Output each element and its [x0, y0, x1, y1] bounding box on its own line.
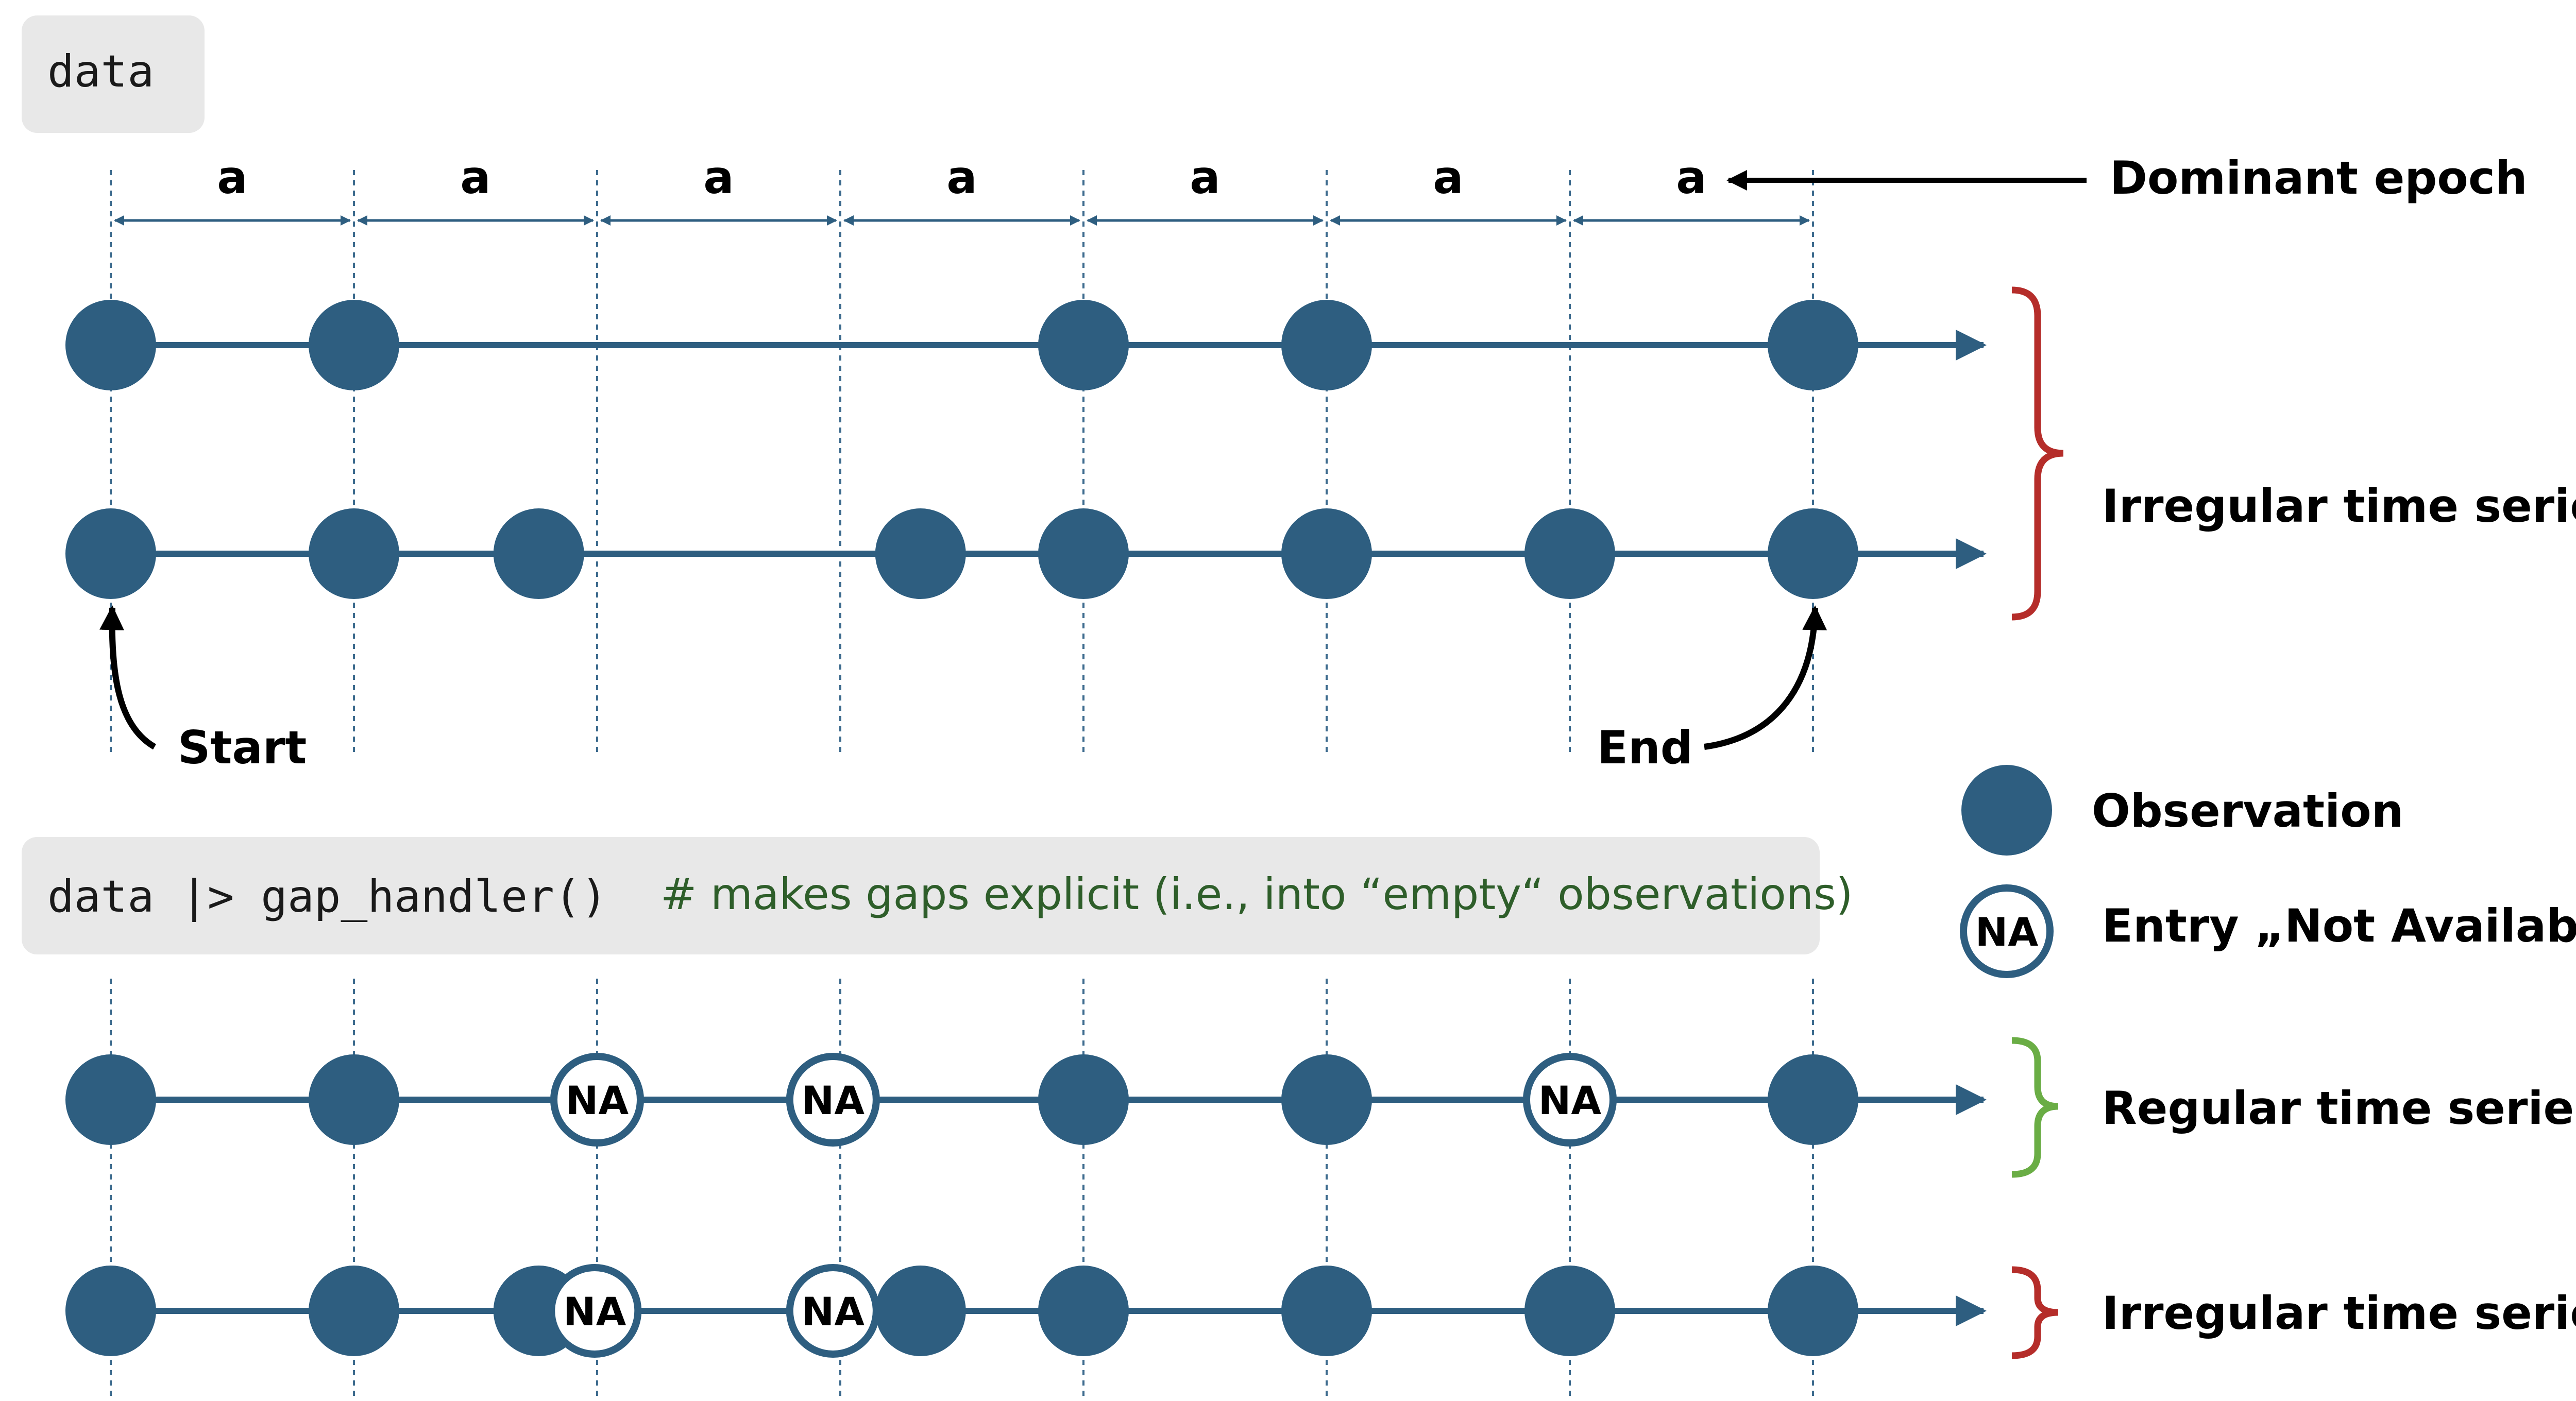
- observation-point-1-0: [65, 508, 156, 599]
- observation-point-0-4: [1768, 300, 1858, 390]
- dominant-epoch-label: Dominant epoch: [2110, 151, 2528, 204]
- observation-point-2-1: [309, 1054, 399, 1145]
- epoch-label-4: a: [1190, 151, 1220, 204]
- series-row-2: NA NA NA: [65, 1053, 1987, 1147]
- observation-point-2-4: [1038, 1054, 1129, 1145]
- na-text-3-3: NA: [563, 1289, 626, 1335]
- na-text-3-4: NA: [802, 1289, 865, 1335]
- na-point-2-6: [1523, 1053, 1617, 1147]
- start-label: Start: [178, 721, 307, 774]
- observation-point-0-3: [1281, 300, 1372, 390]
- series-label-irregular-2: Irregular time series: [2102, 1287, 2576, 1340]
- brace-irregular-bottom: Irregular time series: [2011, 1266, 2576, 1359]
- observation-point-3-8: [1524, 1266, 1615, 1356]
- observation-point-1-1: [309, 508, 399, 599]
- series-row-1: [65, 508, 1987, 599]
- series-row-3: NA NA: [65, 1264, 1987, 1358]
- observation-point-0-2: [1038, 300, 1129, 390]
- observation-point-2-5: [1281, 1054, 1372, 1145]
- epoch-label-2: a: [703, 151, 734, 204]
- code-box-top: data: [22, 15, 205, 133]
- observation-point-1-5: [1281, 508, 1372, 599]
- start-annotation: Start: [99, 605, 307, 774]
- legend-observation-label: Observation: [2092, 784, 2403, 838]
- code-bottom-comment: # makes gaps explicit (i.e., into “empty…: [660, 869, 1853, 919]
- observation-point-1-6: [1524, 508, 1615, 599]
- observation-point-1-7: [1768, 508, 1858, 599]
- brace-irregular-top: Irregular time series: [2011, 286, 2576, 621]
- observation-point-3-5: [875, 1266, 966, 1356]
- dominant-epoch-annotation: Dominant epoch: [1726, 151, 2528, 204]
- brace-regular: Regular time series: [2011, 1037, 2576, 1178]
- epoch-label-5: a: [1433, 151, 1463, 204]
- series-label-regular: Regular time series: [2102, 1082, 2576, 1135]
- epoch-label-6: a: [1676, 151, 1706, 204]
- code-bottom-text: data |> gap_handler(): [47, 871, 607, 922]
- na-text-2-2: NA: [566, 1078, 629, 1123]
- legend-na-symbol: NA: [1975, 909, 2039, 955]
- epoch-label-0: a: [217, 151, 247, 204]
- observation-point-2-0: [65, 1054, 156, 1145]
- series-row-0: [65, 300, 1987, 390]
- code-box-bottom: data |> gap_handler() # makes gaps expli…: [22, 837, 1853, 954]
- na-point-3-4: [786, 1264, 880, 1358]
- end-annotation: End: [1597, 605, 1827, 774]
- na-point-3-3: [548, 1264, 642, 1358]
- observation-point-0-1: [309, 300, 399, 390]
- epoch-label-3: a: [946, 151, 977, 204]
- observation-point-1-4: [1038, 508, 1129, 599]
- observation-point-2-7: [1768, 1054, 1858, 1145]
- code-top-text: data: [47, 46, 154, 97]
- series-label-irregular-1: Irregular time series: [2102, 480, 2576, 533]
- observation-point-1-2: [493, 508, 584, 599]
- epoch-label-1: a: [460, 151, 490, 204]
- na-point-2-2: [550, 1053, 644, 1147]
- na-point-2-3: [786, 1053, 880, 1147]
- series-rows: NA NA NA NA NA: [65, 300, 1987, 1358]
- observation-point-3-7: [1281, 1266, 1372, 1356]
- na-text-2-3: NA: [802, 1078, 865, 1123]
- legend-observation-icon: [1961, 765, 2052, 856]
- legend: Observation NA Entry „Not Available“: [1960, 765, 2576, 978]
- observation-point-3-6: [1038, 1266, 1129, 1356]
- observation-point-1-3: [875, 508, 966, 599]
- end-label: End: [1597, 721, 1693, 774]
- observation-point-0-0: [65, 300, 156, 390]
- observation-point-3-9: [1768, 1266, 1858, 1356]
- legend-na-icon: [1960, 884, 2054, 978]
- na-text-2-6: NA: [1538, 1078, 1602, 1123]
- legend-na-label: Entry „Not Available“: [2102, 899, 2576, 952]
- observation-point-3-0: [65, 1266, 156, 1356]
- observation-point-3-1: [309, 1266, 399, 1356]
